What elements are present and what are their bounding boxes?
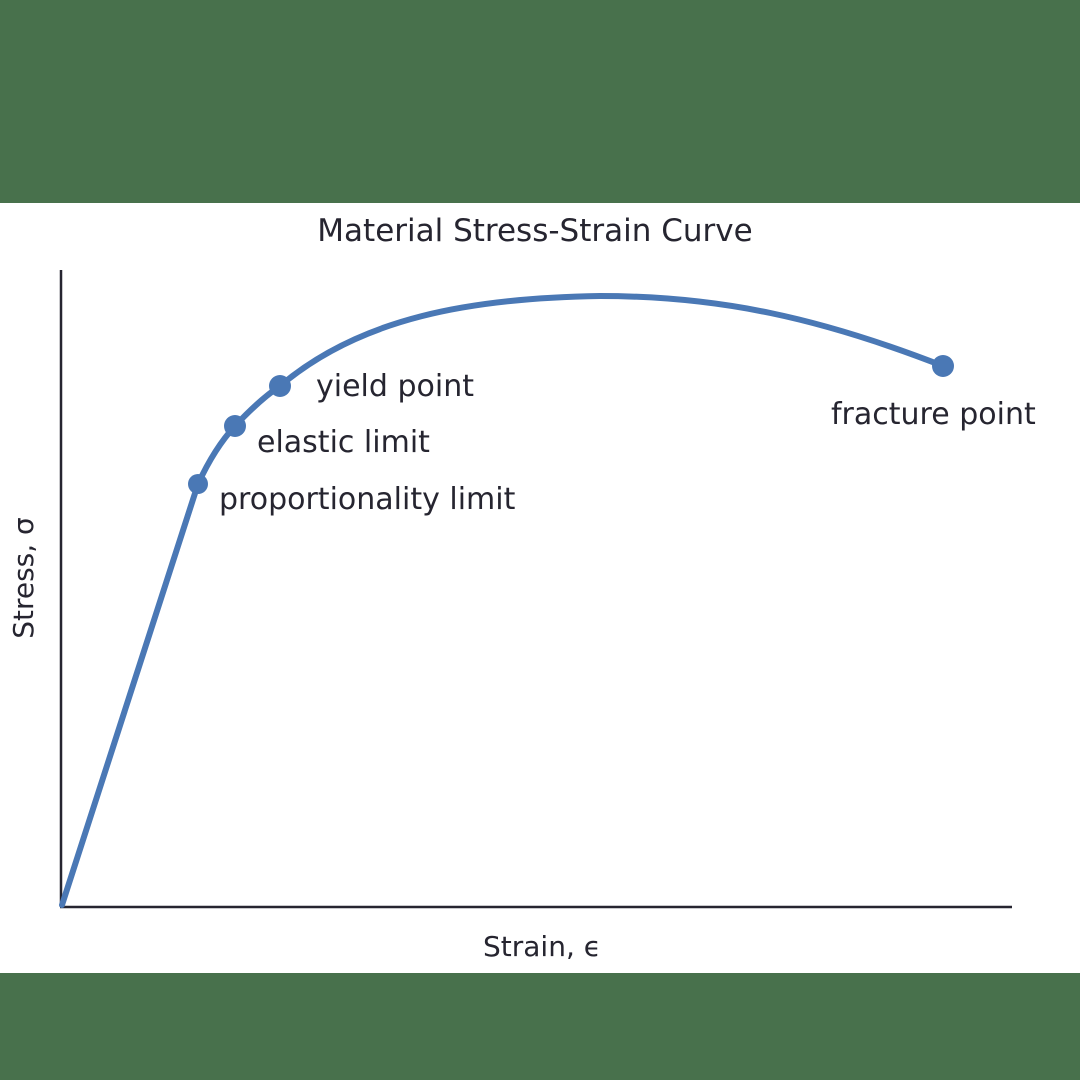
proportionality-limit-label: proportionality limit <box>219 482 516 517</box>
yield-point-marker <box>269 375 291 397</box>
stress-strain-curve <box>59 293 946 908</box>
fracture-point-label: fracture point <box>831 397 1036 432</box>
x-axis-label: Strain, ϵ <box>483 930 601 963</box>
proportionality-limit-marker <box>188 474 208 494</box>
elastic-limit-marker <box>224 415 246 437</box>
yield-point-label: yield point <box>316 369 474 404</box>
y-axis-label: Stress, σ <box>7 517 40 639</box>
chart-panel <box>0 203 1080 973</box>
elastic-limit-label: elastic limit <box>257 425 430 460</box>
chart-title: Material Stress-Strain Curve <box>317 213 752 249</box>
fracture-point-marker <box>932 355 954 377</box>
